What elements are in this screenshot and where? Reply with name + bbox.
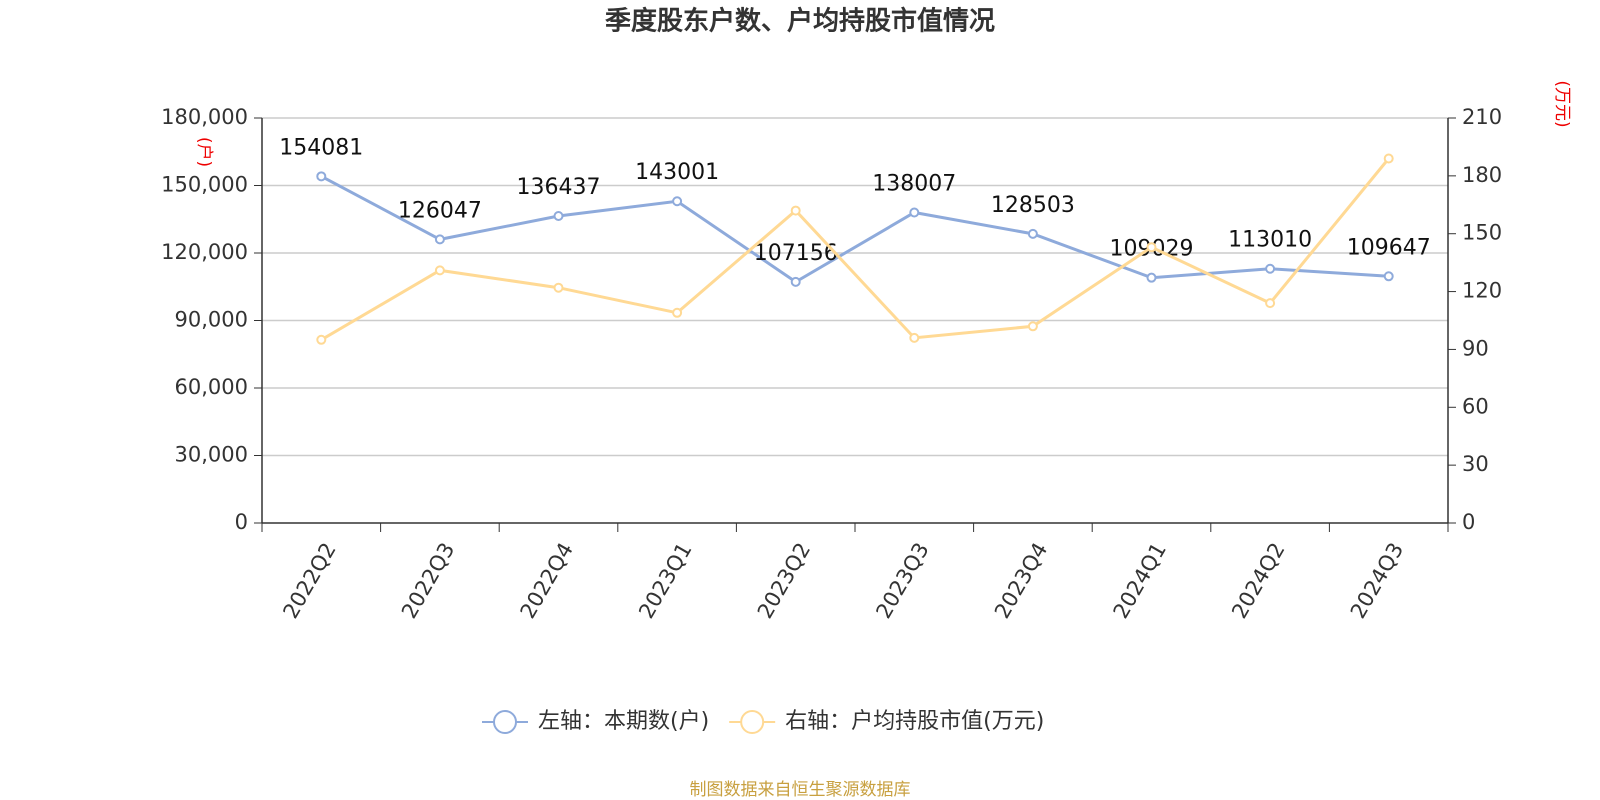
y2-unit: (万元): [1552, 80, 1572, 127]
data-label: 128503: [991, 193, 1075, 218]
source-note: 制图数据来自恒生聚源数据库: [690, 780, 911, 800]
legend-marker: [493, 710, 517, 734]
y-tick-label: 150,000: [161, 173, 248, 197]
point: [1146, 242, 1157, 253]
y2-tick-label: 210: [1462, 105, 1502, 129]
y2-tick-label: 60: [1462, 394, 1489, 418]
data-label: 154081: [279, 135, 363, 160]
y2-tick-label: 0: [1462, 510, 1475, 534]
x-tick-label: 2024Q1: [1109, 539, 1171, 623]
data-label: 113010: [1228, 228, 1312, 253]
point: [1383, 153, 1394, 164]
point: [909, 207, 920, 218]
legend-marker: [740, 710, 765, 734]
y-tick-label: 60,000: [175, 375, 248, 399]
chart-title: 季度股东户数、户均持股市值情况: [605, 6, 995, 37]
data-label: 143001: [635, 160, 719, 185]
point: [434, 234, 445, 245]
x-tick-label: 2023Q2: [753, 539, 815, 623]
x-tick-label: 2022Q4: [516, 539, 578, 623]
point: [434, 265, 445, 276]
y-tick-label: 90,000: [175, 308, 248, 332]
x-tick-label: 2022Q3: [397, 539, 459, 623]
data-label: 109647: [1347, 235, 1431, 260]
y-tick-label: 30,000: [175, 443, 248, 467]
point: [672, 307, 683, 318]
y-tick-label: 180,000: [161, 105, 248, 129]
x-tick-label: 2024Q3: [1346, 539, 1408, 623]
point: [1265, 298, 1276, 309]
y2-tick-label: 90: [1462, 336, 1489, 360]
point: [316, 334, 327, 345]
point: [790, 276, 801, 287]
legend-label: 右轴：户均持股市值(万元): [785, 709, 1044, 734]
x-tick-label: 2023Q1: [634, 539, 696, 623]
y-tick-label: 0: [235, 510, 248, 534]
point: [909, 332, 920, 343]
point: [553, 282, 564, 293]
y2-tick-label: 30: [1462, 452, 1489, 476]
point: [553, 211, 564, 222]
y2-tick-label: 120: [1462, 279, 1502, 303]
point: [790, 205, 801, 216]
point: [316, 171, 327, 182]
data-label: 138007: [872, 171, 956, 196]
series-line: [320, 174, 1389, 284]
y-tick-label: 120,000: [161, 240, 248, 264]
point: [672, 196, 683, 207]
y2-tick-label: 150: [1462, 221, 1502, 245]
x-tick-label: 2024Q2: [1227, 539, 1289, 623]
y2-tick-label: 180: [1462, 163, 1502, 187]
point: [1146, 272, 1157, 283]
point: [1027, 228, 1038, 239]
point: [1265, 263, 1276, 274]
data-label: 107156: [754, 241, 838, 266]
data-label: 136437: [517, 175, 601, 200]
x-tick-label: 2023Q4: [990, 539, 1052, 623]
point: [1383, 271, 1394, 282]
data-label: 126047: [398, 198, 482, 223]
x-tick-label: 2023Q3: [871, 539, 933, 623]
x-tick-label: 2022Q2: [278, 539, 340, 623]
y-unit: (户): [194, 137, 214, 167]
point: [1027, 321, 1038, 332]
legend-label: 左轴：本期数(户): [538, 709, 709, 734]
series-line: [320, 157, 1390, 342]
